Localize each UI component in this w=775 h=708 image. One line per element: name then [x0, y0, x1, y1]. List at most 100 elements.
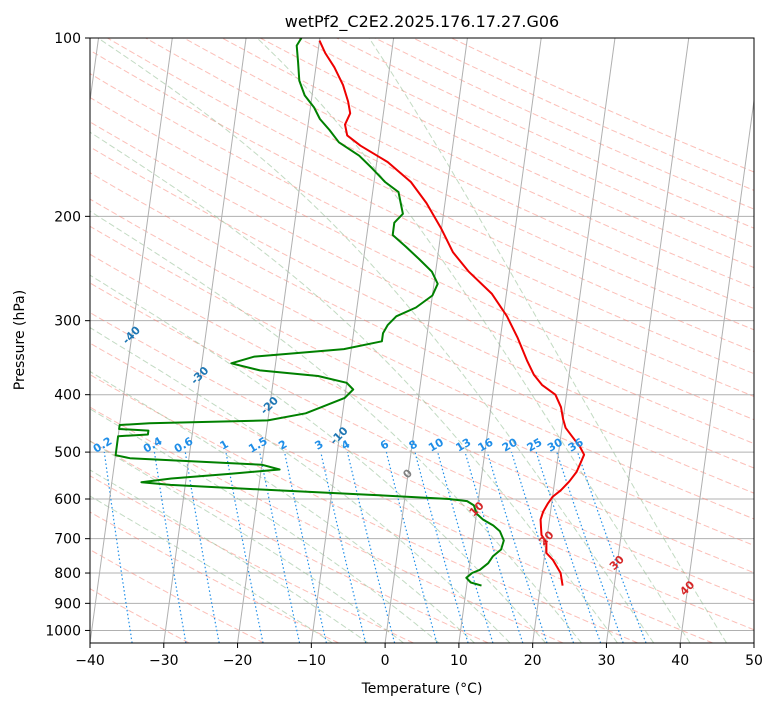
mixing-ratio-line: [486, 451, 548, 643]
isotherm-line: [532, 38, 616, 643]
dry-adiabat-line: [90, 342, 713, 643]
mixing-ratio-line: [437, 451, 494, 643]
dry-adiabat-line: [90, 312, 754, 631]
moist-adiabat-line: [90, 210, 582, 643]
moist-adiabat-line: [90, 469, 369, 643]
isotherm-line: [458, 38, 542, 643]
dry-adiabat-line: [90, 49, 754, 375]
isotherm-line: [679, 96, 754, 643]
x-tick-label: 0: [381, 653, 390, 669]
background-grid: [90, 38, 754, 631]
dry-adiabat-line: [221, 38, 754, 289]
mixing-ratio-line: [556, 451, 624, 643]
dry-adiabat-line: [90, 172, 754, 494]
x-tick-label: −10: [297, 653, 327, 669]
y-tick-label: 100: [54, 31, 81, 47]
moist-adiabat-line: [90, 327, 511, 643]
mixing-ratio-line: [577, 451, 647, 643]
isotherm-line: [237, 38, 321, 643]
x-tick-label: 50: [745, 653, 763, 669]
dry-adiabat-line: [336, 38, 754, 229]
temperature-profile-line: [318, 40, 586, 586]
x-tick-label: 30: [598, 653, 616, 669]
y-axis-ticks: 100 200 300 400 500 600 700 800 900 1000: [45, 31, 90, 639]
x-tick-label: −40: [75, 653, 105, 669]
moist-adiabat-line: [90, 440, 404, 643]
adiabat-lines: [90, 38, 754, 643]
moist-adiabat-line: [90, 370, 475, 643]
dry-adiabat-line: [90, 121, 754, 445]
isotherm-label: -60: [0, 229, 9, 252]
y-tick-label: 800: [54, 566, 81, 582]
dry-adiabat-line: [374, 38, 754, 210]
dry-adiabat-line: [90, 440, 489, 643]
isotherm-label: -50: [52, 279, 75, 302]
dry-adiabat-line: [90, 374, 638, 643]
profile-series: [114, 38, 586, 587]
moist-adiabat-line: [368, 38, 727, 643]
mixing-ratio-line: [284, 451, 327, 643]
dry-adiabat-line: [107, 38, 754, 353]
mixing-ratio-line: [414, 451, 469, 643]
isotherm-label: 0: [400, 466, 415, 481]
mixing-ratio-line: [320, 451, 367, 643]
plot-frame: [89, 37, 755, 644]
dry-adiabat-line: [90, 225, 754, 546]
x-tick-label: −30: [149, 653, 179, 669]
moist-adiabat-line: [90, 408, 440, 643]
x-axis-label: Temperature (°C): [361, 681, 483, 697]
isotherm-label: 20: [536, 528, 556, 548]
line-labels: 0.10.20.40.611.52346810131620253036-100-…: [0, 229, 698, 598]
dry-adiabat-line: [90, 146, 754, 469]
dry-adiabat-line: [412, 38, 754, 191]
mixing-ratio-line: [535, 451, 602, 643]
mixing-ratio-lines: [103, 451, 647, 643]
isotherm-line: [753, 639, 754, 643]
mixing-ratio-line: [464, 451, 524, 643]
y-tick-label: 900: [54, 596, 81, 612]
dry-adiabat-line: [90, 253, 754, 574]
mixing-ratio-label: 8: [407, 438, 420, 453]
isotherm-line: [384, 38, 468, 643]
x-axis-ticks: −40 −30 −20 −10 0 10 20 30 40 50: [75, 643, 763, 669]
isotherm-lines: [90, 38, 754, 643]
y-axis-label: Pressure (hPa): [12, 290, 28, 390]
y-tick-label: 500: [54, 445, 81, 461]
dry-adiabat-line: [90, 511, 339, 643]
dry-adiabat-line: [90, 282, 754, 602]
x-tick-label: 10: [450, 653, 468, 669]
y-tick-label: 200: [54, 209, 81, 225]
x-tick-label: −20: [223, 653, 253, 669]
mixing-ratio-line: [510, 451, 575, 643]
moist-adiabat-line: [90, 131, 618, 643]
x-tick-label: 20: [524, 653, 542, 669]
dry-adiabat-line: [90, 198, 754, 520]
isotherm-line: [90, 38, 100, 105]
mixing-ratio-label: 2: [276, 438, 289, 453]
chart-title: wetPf2_C2E2.2025.176.17.27.G06: [285, 12, 559, 32]
dry-adiabat-line: [90, 549, 265, 643]
dry-adiabat-line: [90, 475, 414, 643]
dry-adiabat-line: [90, 406, 564, 643]
mixing-ratio-label: 3: [312, 438, 325, 453]
mixing-ratio-line: [225, 451, 264, 643]
dry-adiabat-line: [90, 73, 754, 397]
mixing-ratio-line: [184, 452, 220, 643]
isotherm-line: [163, 38, 247, 643]
dry-adiabat-line: [90, 96, 754, 421]
moist-adiabat-line: [97, 38, 655, 643]
y-tick-label: 600: [54, 492, 81, 508]
dry-adiabat-line: [298, 38, 754, 249]
isotherm-line: [605, 38, 690, 643]
dry-adiabat-line: [183, 38, 754, 310]
mixing-ratio-label: 6: [378, 437, 391, 452]
moist-adiabat-line: [90, 274, 547, 643]
y-tick-label: 700: [54, 532, 81, 548]
isotherm-label: -40: [120, 323, 143, 346]
y-tick-label: 1000: [45, 623, 81, 639]
y-tick-label: 300: [54, 314, 81, 330]
isotherm-label: 40: [677, 578, 697, 598]
isotherm-label: -30: [188, 364, 211, 387]
isotherm-line: [90, 38, 173, 643]
